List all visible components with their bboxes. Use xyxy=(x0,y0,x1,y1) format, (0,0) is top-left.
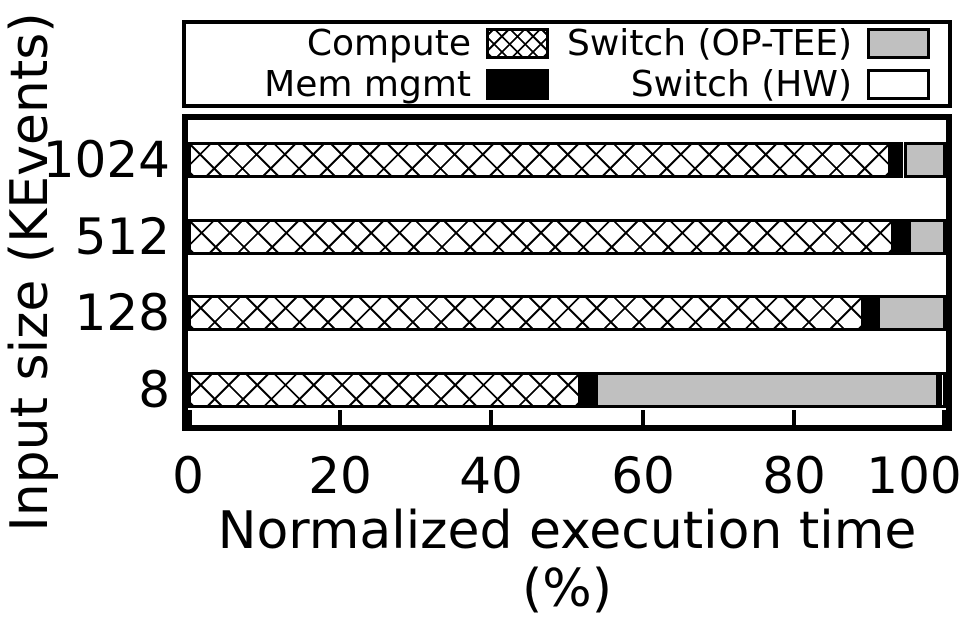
legend-label-switch-optee: Switch (OP-TEE) xyxy=(567,22,852,64)
black-swatch-icon xyxy=(486,69,549,100)
bar-segment-mem-mgmt xyxy=(891,142,903,178)
white-swatch-icon xyxy=(867,69,930,100)
x-axis-tick-mark xyxy=(942,410,946,425)
legend-item-compute: Compute xyxy=(186,22,549,64)
x-tick-label-100: 100 xyxy=(866,447,962,505)
bar-segment-compute xyxy=(188,142,891,178)
x-tick-label-60: 60 xyxy=(611,447,675,505)
bar-128 xyxy=(188,295,946,331)
bar-segment-switch-op-tee- xyxy=(904,142,946,178)
bar-segment-switch-op-tee- xyxy=(908,219,946,255)
bar-segment-mem-mgmt xyxy=(894,219,908,255)
bar-segment-compute xyxy=(188,372,581,408)
bar-segment-mem-mgmt xyxy=(864,295,877,331)
x-axis-tick-mark xyxy=(792,410,796,425)
x-axis-tick-mark xyxy=(489,410,493,425)
legend-label-switch-hw: Switch (HW) xyxy=(630,63,852,105)
bar-segment-compute xyxy=(188,219,894,255)
legend: Compute Switch (OP-TEE) Mem mgmt Switch … xyxy=(182,20,952,108)
x-tick-label-20: 20 xyxy=(308,447,372,505)
bar-segment-mem-mgmt xyxy=(581,372,595,408)
crosshatch-swatch-icon xyxy=(486,28,549,59)
legend-label-mem-mgmt: Mem mgmt xyxy=(264,63,471,105)
bar-segment-switch-op-tee- xyxy=(877,295,946,331)
legend-label-compute: Compute xyxy=(306,22,471,64)
x-tick-label-40: 40 xyxy=(459,447,523,505)
gray-swatch-icon xyxy=(867,28,930,59)
plot-area xyxy=(182,114,952,431)
bar-512 xyxy=(188,219,946,255)
x-axis-tick-mark xyxy=(188,410,192,425)
x-tick-label-0: 0 xyxy=(172,447,204,505)
x-axis-title: Normalized execution time (%) xyxy=(217,501,917,619)
x-tick-label-80: 80 xyxy=(762,447,826,505)
x-axis-tick-mark xyxy=(641,410,645,425)
legend-item-switch-hw: Switch (HW) xyxy=(549,63,948,105)
bar-segment-switch-op-tee- xyxy=(595,372,939,408)
bar-segment-switch-hw- xyxy=(939,372,946,408)
bar-segment-compute xyxy=(188,295,864,331)
bar-1024 xyxy=(188,142,946,178)
bar-8 xyxy=(188,372,946,408)
y-tick-label-512: 512 xyxy=(74,208,170,266)
x-axis-tick-mark xyxy=(338,410,342,425)
y-tick-label-128: 128 xyxy=(74,284,170,342)
y-tick-label-8: 8 xyxy=(138,361,170,419)
legend-item-switch-optee: Switch (OP-TEE) xyxy=(549,22,948,64)
y-tick-label-1024: 1024 xyxy=(42,131,170,189)
y-axis-title: Input size (KEvents) xyxy=(0,12,60,532)
legend-item-mem-mgmt: Mem mgmt xyxy=(186,63,549,105)
